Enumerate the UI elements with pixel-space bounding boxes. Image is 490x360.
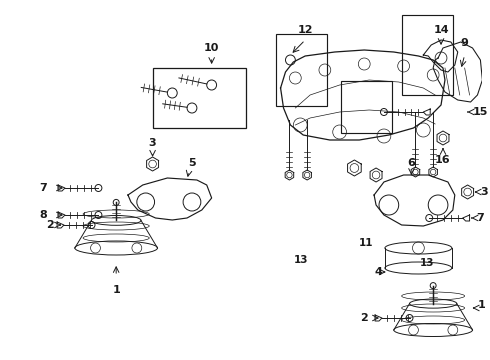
- Text: 11: 11: [359, 238, 373, 248]
- Text: 9: 9: [461, 38, 468, 48]
- Polygon shape: [411, 167, 420, 177]
- Polygon shape: [285, 170, 294, 180]
- Polygon shape: [462, 185, 473, 199]
- Text: 1: 1: [477, 300, 485, 310]
- Text: 7: 7: [40, 183, 47, 193]
- Polygon shape: [429, 167, 438, 177]
- Text: 1: 1: [112, 285, 120, 295]
- Text: 13: 13: [294, 255, 309, 265]
- Polygon shape: [303, 170, 312, 180]
- Bar: [341, 81, 392, 133]
- Text: 6: 6: [408, 158, 416, 168]
- Polygon shape: [375, 315, 382, 321]
- Polygon shape: [437, 131, 449, 145]
- Text: 13: 13: [420, 258, 435, 268]
- Text: 14: 14: [433, 25, 449, 35]
- Text: 7: 7: [476, 213, 484, 223]
- Text: 8: 8: [40, 210, 47, 220]
- Bar: [276, 34, 327, 106]
- Polygon shape: [58, 185, 65, 191]
- Polygon shape: [147, 157, 159, 171]
- Text: 3: 3: [480, 187, 488, 197]
- Bar: [402, 15, 453, 95]
- Text: 16: 16: [435, 155, 451, 165]
- Text: 10: 10: [204, 43, 220, 53]
- Polygon shape: [423, 109, 430, 115]
- Text: 2: 2: [361, 313, 368, 323]
- Text: 12: 12: [297, 25, 313, 35]
- Bar: [152, 68, 246, 128]
- Text: 3: 3: [149, 138, 156, 148]
- Text: 5: 5: [188, 158, 196, 168]
- Polygon shape: [57, 222, 64, 228]
- Polygon shape: [370, 168, 382, 182]
- Text: 15: 15: [472, 107, 488, 117]
- Text: 2: 2: [47, 220, 54, 230]
- Polygon shape: [463, 215, 469, 221]
- Polygon shape: [58, 212, 65, 218]
- Text: 4: 4: [374, 267, 382, 277]
- Polygon shape: [347, 160, 361, 176]
